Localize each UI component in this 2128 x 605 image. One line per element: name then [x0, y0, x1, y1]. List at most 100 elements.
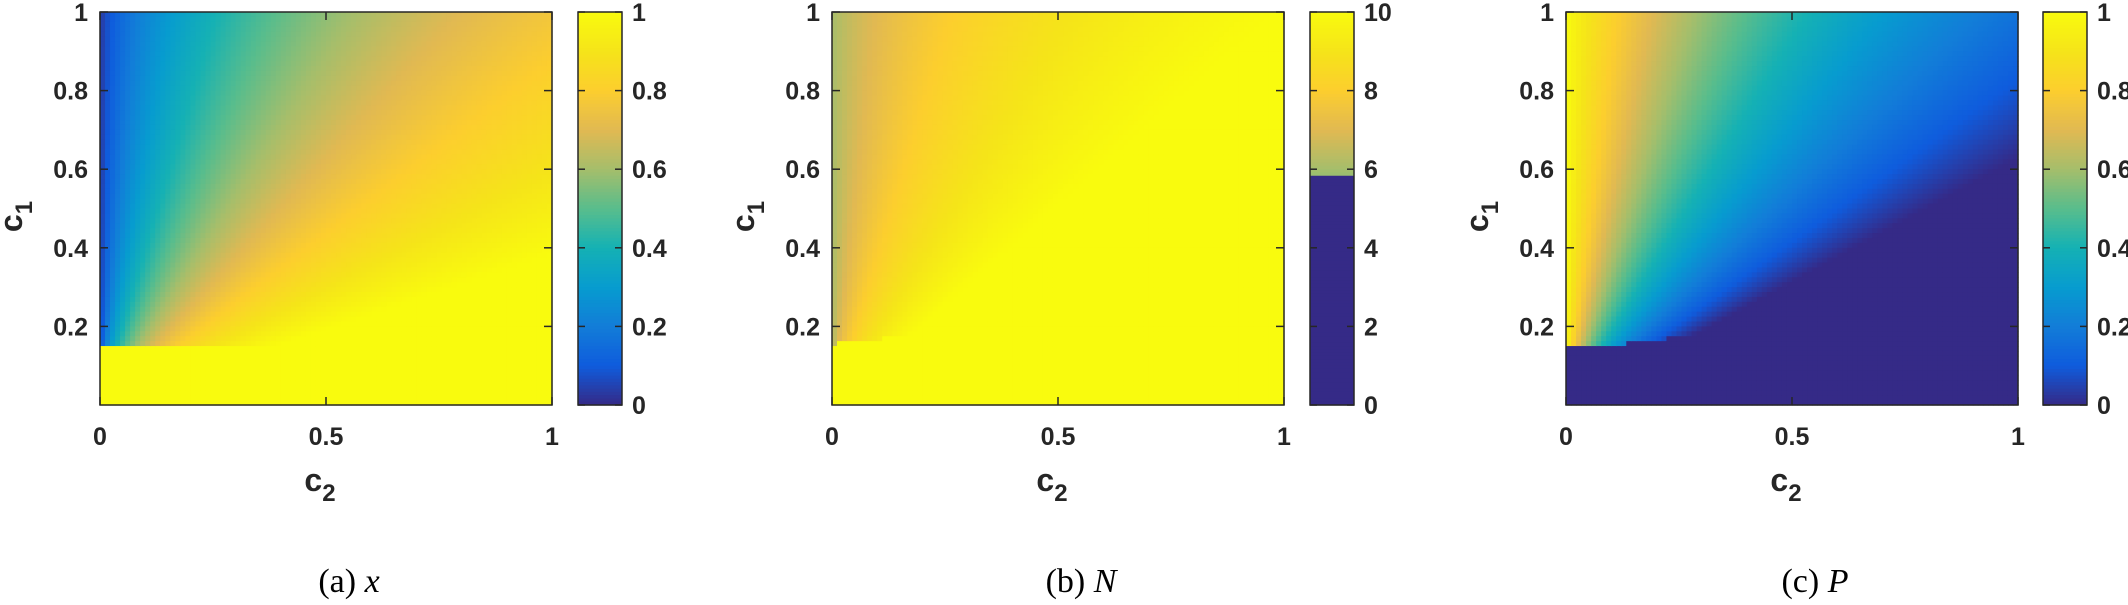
heatmap-cell: [145, 183, 151, 190]
heatmap-cell: [230, 321, 237, 327]
heatmap-cell: [376, 21, 382, 28]
heatmap-cell: [356, 321, 362, 327]
heatmap-cell: [235, 149, 242, 156]
heatmap-cell: [110, 223, 116, 229]
heatmap-cell: [215, 61, 222, 67]
heatmap-cell: [160, 247, 166, 254]
heatmap-cell: [180, 46, 186, 52]
heatmap-cell: [295, 355, 302, 362]
heatmap-cell: [110, 129, 116, 136]
heatmap-cell: [396, 193, 402, 200]
heatmap-cell: [326, 70, 332, 77]
heatmap-cell: [280, 129, 287, 136]
heatmap-cell: [411, 183, 417, 190]
heatmap-cell: [140, 326, 146, 332]
heatmap-cell: [230, 346, 237, 352]
heatmap-cell: [215, 110, 222, 116]
heatmap-cell: [315, 242, 322, 249]
heatmap-cell: [401, 326, 407, 332]
heatmap-cell: [386, 296, 392, 303]
heatmap-cell: [120, 355, 126, 362]
heatmap-cell: [336, 311, 342, 318]
heatmap-cell: [185, 154, 191, 160]
heatmap-cell: [371, 331, 377, 337]
heatmap-cell: [280, 272, 287, 278]
heatmap-cell: [110, 355, 116, 362]
heatmap-cell: [396, 321, 402, 327]
heatmap-cell: [275, 267, 282, 273]
heatmap-cell: [265, 282, 272, 288]
heatmap-cell: [215, 105, 222, 111]
heatmap-cell: [341, 341, 347, 347]
heatmap-cell: [110, 316, 116, 323]
heatmap-cell: [326, 390, 332, 396]
heatmap-cell: [155, 75, 161, 82]
heatmap-cell: [356, 272, 362, 278]
heatmap-cell: [180, 316, 186, 323]
heatmap-cell: [411, 85, 417, 92]
heatmap-cell: [280, 385, 287, 391]
heatmap-cell: [351, 306, 357, 313]
heatmap-cell: [366, 331, 372, 337]
heatmap-cell: [235, 228, 242, 234]
heatmap-cell: [260, 331, 267, 337]
heatmap-cell: [305, 31, 312, 38]
heatmap-cell: [255, 311, 262, 318]
heatmap-cell: [235, 193, 242, 200]
heatmap-cell: [195, 316, 202, 323]
heatmap-cell: [130, 360, 136, 367]
heatmap-cell: [190, 380, 197, 386]
heatmap-cell: [320, 257, 327, 264]
heatmap-cell: [346, 301, 352, 308]
heatmap-cell: [105, 370, 111, 377]
heatmap-cell: [185, 100, 191, 106]
heatmap-cell: [371, 277, 377, 283]
heatmap-cell: [351, 208, 357, 215]
heatmap-cell: [295, 129, 302, 136]
heatmap-cell: [331, 272, 337, 278]
heatmap-cell: [331, 134, 337, 141]
heatmap-cell: [210, 105, 217, 111]
heatmap-cell: [265, 301, 272, 308]
heatmap-cell: [150, 56, 156, 62]
heatmap-cell: [195, 326, 202, 332]
heatmap-cell: [305, 105, 312, 111]
heatmap-cell: [285, 51, 292, 57]
heatmap-cell: [225, 66, 232, 72]
heatmap-cell: [351, 56, 357, 62]
heatmap-cell: [331, 365, 337, 372]
heatmap-cell: [100, 139, 106, 146]
heatmap-cell: [270, 21, 277, 28]
heatmap-cell: [215, 169, 222, 175]
heatmap-cell: [210, 66, 217, 72]
heatmap-cell: [115, 105, 121, 111]
heatmap-cell: [210, 326, 217, 332]
heatmap-cell: [125, 183, 131, 190]
heatmap-cell: [200, 282, 207, 288]
heatmap-cell: [356, 296, 362, 303]
heatmap-cell: [361, 129, 367, 136]
heatmap-cell: [275, 41, 282, 47]
heatmap-cell: [255, 56, 262, 62]
heatmap-cell: [315, 164, 322, 170]
heatmap-cell: [160, 400, 166, 406]
heatmap-cell: [341, 100, 347, 106]
heatmap-cell: [125, 169, 131, 175]
heatmap-cell: [215, 80, 222, 87]
heatmap-cell: [235, 287, 242, 293]
heatmap-cell: [376, 257, 382, 264]
heatmap-cell: [170, 301, 176, 308]
heatmap-cell: [145, 336, 151, 342]
heatmap-cell: [170, 12, 176, 18]
heatmap-cell: [376, 296, 382, 303]
heatmap-cell: [275, 385, 282, 391]
heatmap-cell: [190, 149, 197, 156]
heatmap-cell: [150, 316, 156, 323]
heatmap-cell: [280, 120, 287, 126]
heatmap-cell: [310, 105, 317, 111]
heatmap-cell: [145, 360, 151, 367]
heatmap-cell: [411, 188, 417, 195]
heatmap-cell: [336, 390, 342, 396]
heatmap-cell: [275, 100, 282, 106]
heatmap-cell: [220, 41, 227, 47]
